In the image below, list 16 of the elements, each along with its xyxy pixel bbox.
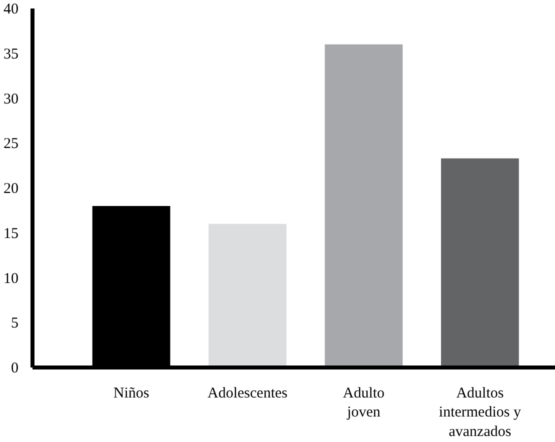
- y-tick-label: 15: [4, 226, 18, 242]
- y-tick-label: 10: [4, 270, 18, 287]
- x-tick-label: Adulto joven: [342, 386, 385, 421]
- bar: [441, 158, 519, 368]
- y-tick-label: 5: [11, 316, 18, 332]
- y-tick-label: 0: [11, 360, 18, 376]
- bar: [324, 44, 403, 368]
- bar: [208, 224, 286, 368]
- x-tick-label: Adolescentes: [208, 386, 288, 402]
- x-tick-label: Niños: [113, 386, 150, 402]
- y-tick-label: 25: [4, 136, 18, 152]
- y-tick-label: 20: [4, 181, 18, 197]
- x-tick-label: Adultos intermedios y avanzados: [438, 386, 522, 440]
- y-tick-label: 40: [4, 2, 18, 18]
- y-tick-label: 35: [4, 46, 18, 62]
- y-tick-label: 30: [4, 91, 18, 108]
